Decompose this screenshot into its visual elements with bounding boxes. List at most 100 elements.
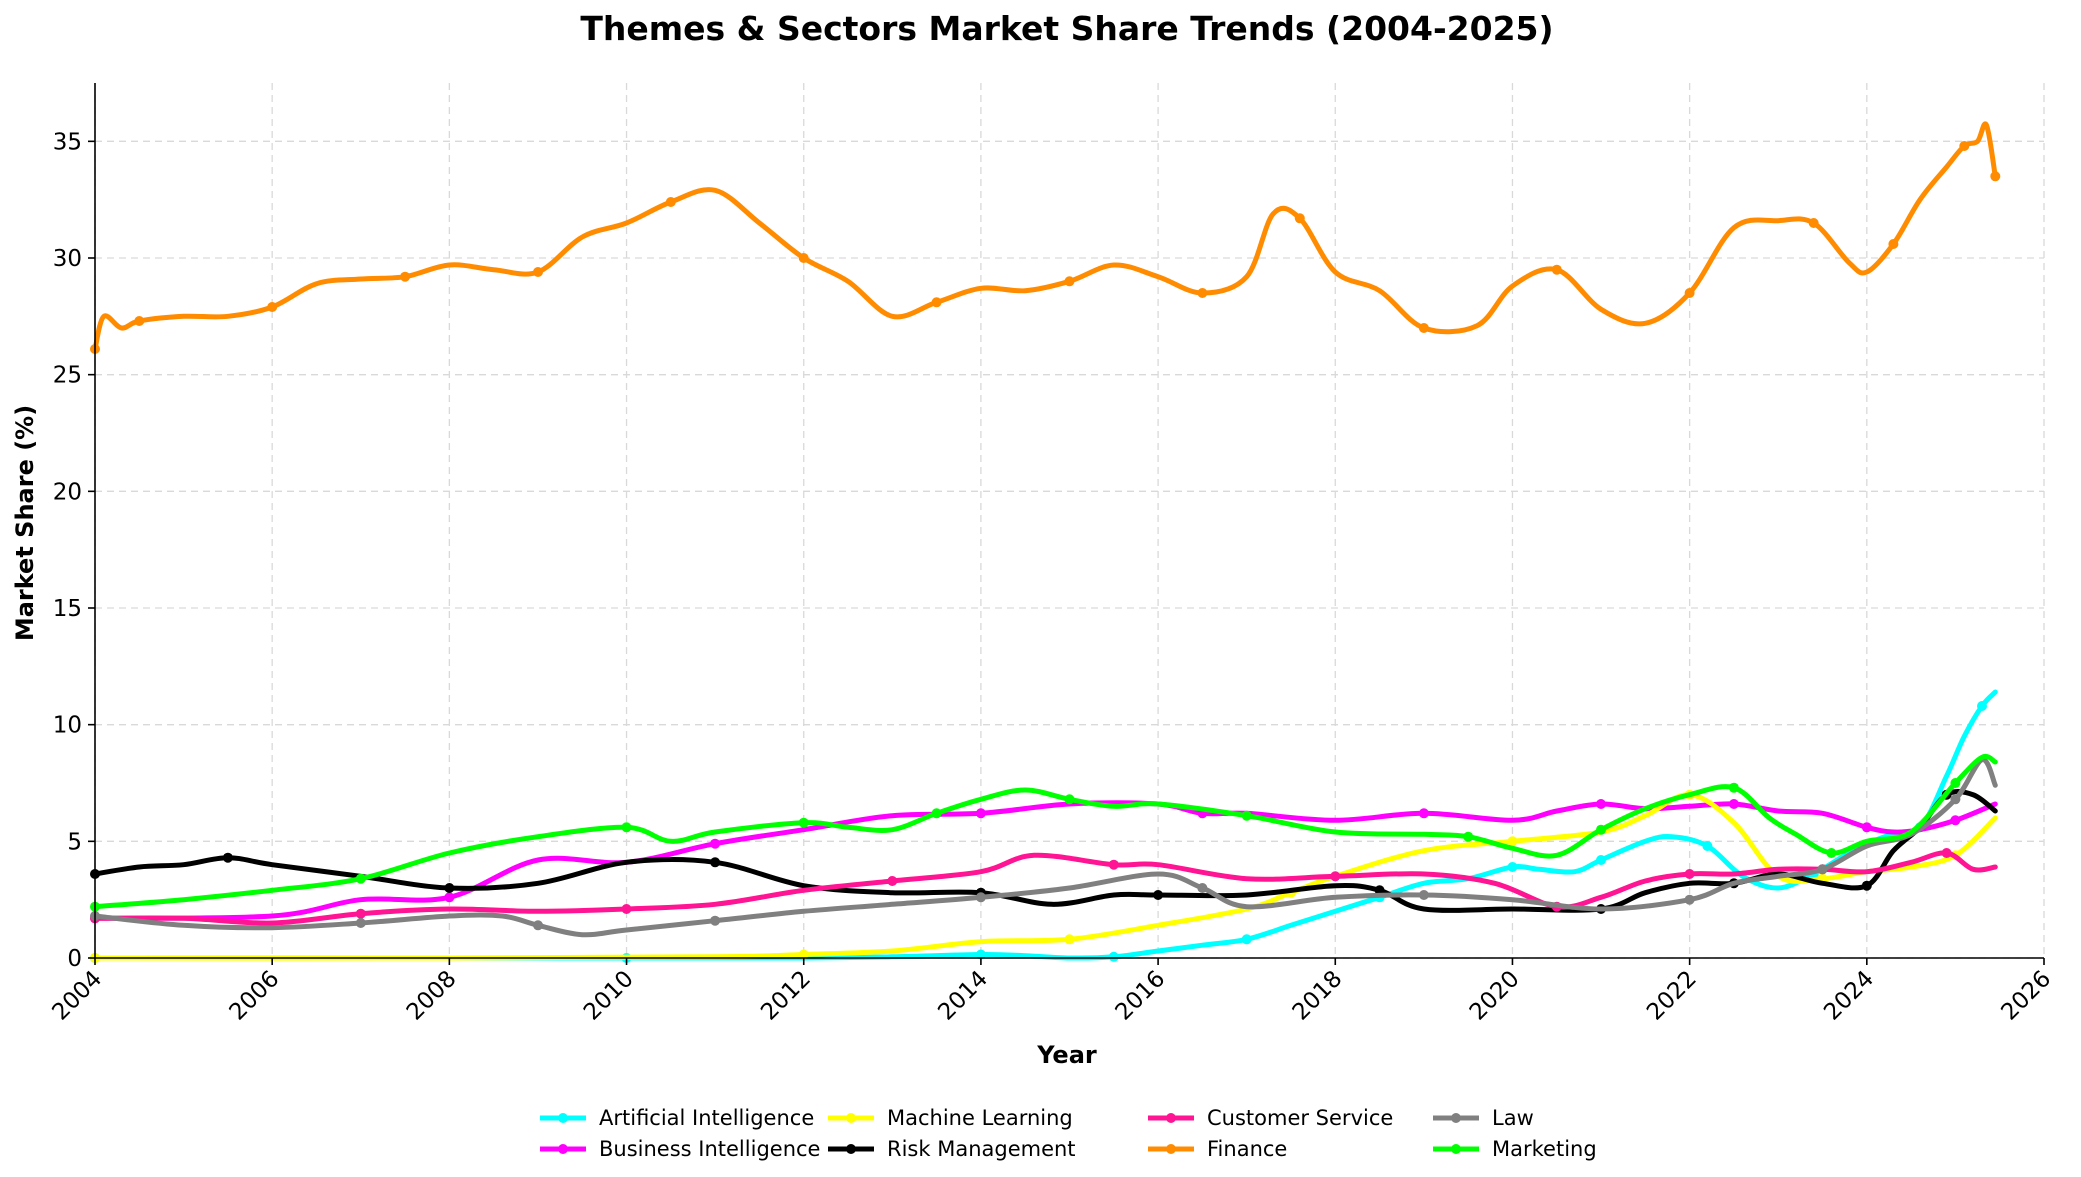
series-line-law: [92, 757, 1998, 938]
data-point: [1418, 890, 1429, 900]
x-axis-label: Year: [1036, 1041, 1097, 1069]
x-tick-label: 2006: [225, 966, 285, 1026]
data-point: [1507, 836, 1518, 847]
data-point: [798, 949, 809, 960]
series-line-business-intelligence: [92, 800, 1998, 921]
data-point: [1507, 862, 1518, 872]
data-point: [533, 267, 543, 277]
data-point: [1728, 799, 1739, 809]
x-tick-label: 2020: [1465, 966, 1525, 1026]
data-point: [1888, 239, 1899, 249]
data-point: [621, 822, 632, 833]
y-tick-label: 20: [53, 479, 82, 505]
data-point: [1596, 855, 1606, 865]
legend-item-marketing: Marketing: [1433, 1137, 1597, 1161]
x-tick-label: 2004: [47, 966, 107, 1026]
data-point: [931, 297, 942, 308]
data-point: [1064, 934, 1075, 945]
series-line-artificial-intelligence: [92, 689, 1998, 961]
data-point: [710, 857, 721, 868]
data-point: [1418, 323, 1429, 333]
data-point: [1950, 794, 1961, 805]
legend-label: Business Intelligence: [599, 1137, 820, 1161]
series-line-marketing: [92, 753, 1998, 910]
legend-item-business-intelligence: Business Intelligence: [540, 1137, 820, 1161]
data-point: [1861, 880, 1872, 891]
chart-title: Themes & Sectors Market Share Trends (20…: [580, 9, 1553, 48]
data-point: [710, 915, 721, 926]
data-point: [1197, 883, 1208, 893]
data-point: [1463, 831, 1474, 842]
legend-label: Law: [1492, 1106, 1534, 1130]
series-line-customer-service: [92, 850, 1998, 926]
data-point: [1808, 218, 1819, 228]
legend-label: Artificial Intelligence: [599, 1106, 814, 1130]
x-tick-label: 2024: [1819, 966, 1879, 1026]
y-tick-label: 0: [67, 946, 82, 972]
series-line-risk-management: [92, 789, 1998, 913]
data-point: [1826, 848, 1837, 858]
data-point: [1418, 808, 1429, 819]
legend-item-risk-management: Risk Management: [828, 1137, 1076, 1161]
data-point: [1959, 141, 1970, 151]
data-point: [1817, 864, 1828, 875]
y-tick-label: 25: [53, 363, 82, 389]
legend-item-machine-learning: Machine Learning: [828, 1106, 1073, 1130]
data-point: [222, 852, 233, 863]
x-tick-label: 2018: [1288, 966, 1348, 1026]
series-line-finance: [92, 121, 1998, 352]
data-point: [621, 904, 632, 914]
data-point: [1064, 276, 1075, 287]
data-point: [1153, 890, 1164, 900]
data-point: [975, 949, 986, 960]
legend-marker: [1166, 1113, 1176, 1123]
series-law: [90, 757, 1998, 938]
x-tick-label: 2012: [756, 966, 816, 1026]
legend-marker: [558, 1113, 568, 1123]
data-point: [887, 876, 898, 886]
data-point: [798, 817, 809, 828]
legend: Artificial Intelligence Business Intellig…: [540, 1106, 1597, 1161]
data-point: [444, 883, 455, 893]
data-point: [1330, 871, 1341, 882]
data-point: [1197, 288, 1208, 298]
data-point: [798, 253, 809, 263]
legend-label: Finance: [1207, 1137, 1287, 1161]
data-point: [400, 271, 411, 282]
x-tick-label: 2026: [1996, 966, 2056, 1026]
data-point: [1950, 815, 1961, 826]
data-point: [1941, 848, 1952, 858]
data-point: [134, 316, 145, 326]
data-point: [1684, 288, 1695, 298]
legend-marker: [846, 1113, 856, 1123]
y-tick-label: 10: [53, 713, 82, 739]
legend-marker: [558, 1144, 568, 1154]
data-point: [1861, 822, 1872, 833]
series-line-machine-learning: [92, 792, 1998, 961]
x-tick-label: 2016: [1111, 966, 1171, 1026]
data-point: [1108, 951, 1119, 962]
legend-item-artificial-intelligence: Artificial Intelligence: [540, 1106, 814, 1130]
y-tick-label: 35: [53, 129, 82, 155]
data-point: [1702, 841, 1713, 851]
data-point: [975, 808, 986, 819]
data-point: [1596, 799, 1606, 809]
data-point: [1294, 213, 1305, 224]
legend-item-finance: Finance: [1148, 1137, 1287, 1161]
data-point: [710, 838, 721, 849]
y-tick-label: 15: [53, 596, 82, 622]
data-point: [355, 918, 366, 928]
data-point: [1728, 782, 1739, 793]
data-point: [533, 920, 543, 931]
x-tick-label: 2022: [1642, 966, 1702, 1026]
legend-marker: [1451, 1113, 1461, 1123]
x-tick-label: 2014: [933, 966, 993, 1026]
x-tick-label: 2008: [402, 966, 462, 1026]
data-point: [931, 808, 942, 819]
data-point: [975, 892, 986, 903]
data-point: [444, 892, 455, 903]
data-point: [1108, 859, 1119, 870]
legend-label: Customer Service: [1207, 1106, 1393, 1130]
